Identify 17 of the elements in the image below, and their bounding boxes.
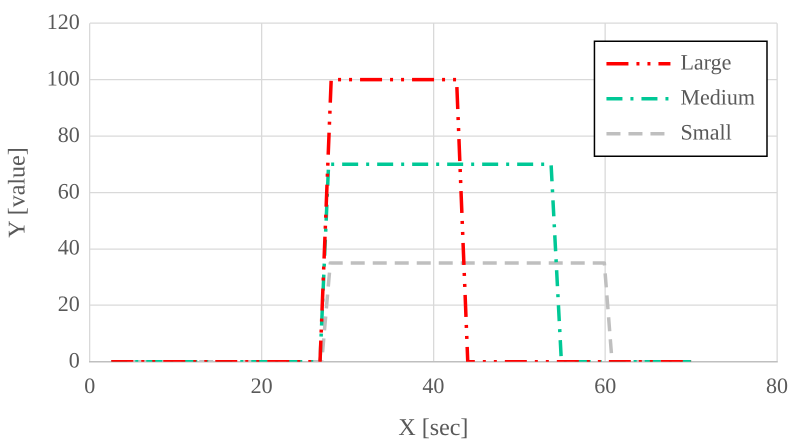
legend-label: Medium <box>680 84 756 110</box>
y-tick-label: 40 <box>58 234 80 260</box>
y-tick-label: 80 <box>58 122 80 147</box>
y-tick-label: 60 <box>58 178 80 204</box>
y-tick-label: 0 <box>68 348 80 373</box>
x-tick-label: 60 <box>594 372 616 398</box>
y-axis-title: Y [value] <box>4 147 31 238</box>
x-tick-label: 80 <box>766 372 788 398</box>
x-tick-label: 40 <box>422 372 444 398</box>
y-tick-label: 20 <box>58 291 80 316</box>
x-axis-title: X [sec] <box>398 414 468 441</box>
x-tick-label: 20 <box>250 372 273 398</box>
x-tick-label: 0 <box>84 372 96 398</box>
y-tick-label: 100 <box>46 65 80 90</box>
y-tick-label: 120 <box>46 8 80 34</box>
legend-label: Small <box>680 119 732 144</box>
legend-label: Large <box>680 49 732 74</box>
